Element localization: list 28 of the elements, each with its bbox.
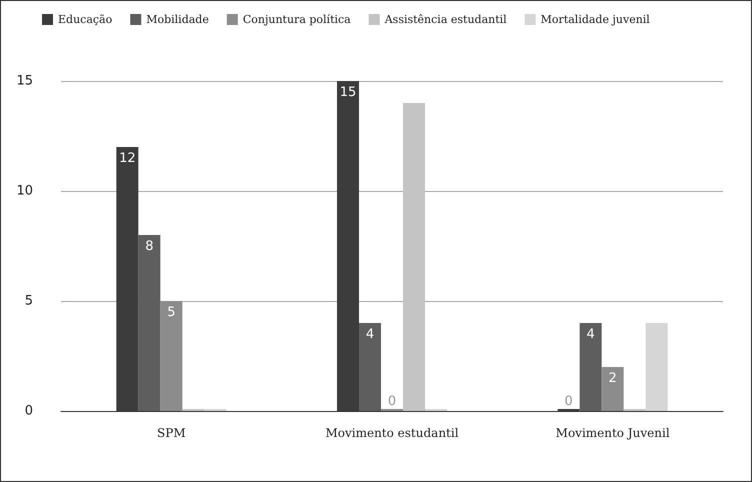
data-label: 8 [145,239,154,254]
data-label: 15 [340,85,356,100]
bar [160,301,182,411]
data-label: 4 [586,327,595,342]
legend-label: Mortalidade juvenil [540,13,650,26]
x-tick-label: SPM [157,426,186,440]
x-tick-label: Movimento estudantil [325,426,459,440]
data-label: 0 [564,394,573,409]
legend-label: Assistência estudantil [384,13,508,26]
bar [138,235,160,411]
data-label: 0 [388,394,396,409]
data-label: 4 [366,327,374,342]
data-label: 12 [119,151,136,166]
bar [646,323,668,411]
y-tick-label: 5 [24,294,33,308]
y-tick-label: 0 [24,404,33,418]
x-tick-label: Movimento Juvenil [556,426,670,440]
bar [602,367,624,411]
bar [580,323,602,411]
legend-label: Educação [58,13,113,26]
bar [403,103,425,411]
y-tick-label: 15 [16,74,33,88]
bar [359,323,381,411]
y-tick-label: 10 [16,184,33,198]
legend-label: Conjuntura política [242,13,352,26]
data-label: 5 [167,305,176,320]
data-label: 2 [608,371,617,386]
legend-label: Mobilidade [146,13,209,26]
